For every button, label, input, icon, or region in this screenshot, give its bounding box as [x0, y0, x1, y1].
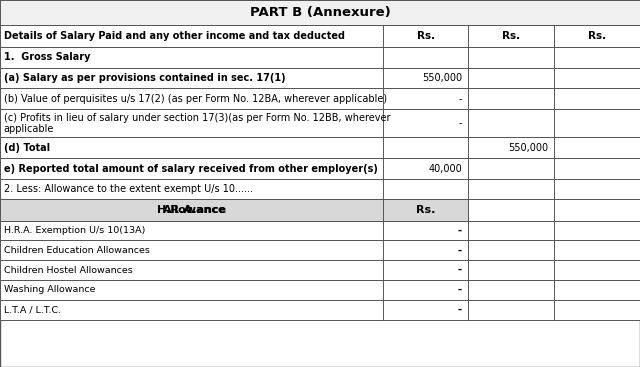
Text: 40,000: 40,000: [428, 164, 462, 174]
Text: Allowance: Allowance: [163, 204, 227, 215]
Text: 2. Less: Allowance to the extent exempt U/s 10......: 2. Less: Allowance to the extent exempt …: [4, 184, 253, 194]
Text: H.R.A. Exemption U/s 10(13A): H.R.A. Exemption U/s 10(13A): [4, 226, 145, 235]
Text: Details of Salary Paid and any other income and tax deducted: Details of Salary Paid and any other inc…: [4, 31, 345, 41]
Text: Rs.: Rs.: [416, 204, 435, 215]
Text: 550,000: 550,000: [508, 143, 548, 153]
Bar: [468, 280, 640, 300]
Bar: [0, 260, 468, 280]
Text: -: -: [459, 94, 462, 104]
Bar: [468, 300, 640, 320]
Bar: [0, 68, 640, 88]
Text: -: -: [458, 225, 462, 236]
Text: Rs.: Rs.: [417, 31, 435, 41]
Text: applicable: applicable: [4, 124, 54, 134]
Bar: [0, 280, 468, 300]
Text: 550,000: 550,000: [422, 73, 462, 83]
Bar: [468, 260, 640, 280]
Bar: [0, 179, 640, 199]
Bar: [0, 240, 468, 260]
Text: Rs.: Rs.: [588, 31, 606, 41]
Text: Washing Allowance: Washing Allowance: [4, 286, 95, 294]
Text: Children Hostel Allowances: Children Hostel Allowances: [4, 266, 132, 275]
Text: (b) Value of perquisites u/s 17(2) (as per Form No. 12BA, wherever applicable): (b) Value of perquisites u/s 17(2) (as p…: [4, 94, 387, 104]
Bar: [0, 109, 640, 137]
Bar: [0, 25, 640, 47]
Text: Children Education Allowances: Children Education Allowances: [4, 246, 150, 255]
Text: -: -: [458, 245, 462, 255]
Bar: [0, 221, 468, 240]
Bar: [0, 158, 640, 179]
Bar: [0, 137, 640, 158]
Text: -: -: [459, 118, 462, 128]
Text: Rs.: Rs.: [502, 31, 520, 41]
Bar: [0, 0, 640, 25]
Text: PART B (Annexure): PART B (Annexure): [250, 6, 390, 19]
Text: 1.  Gross Salary: 1. Gross Salary: [4, 52, 90, 62]
Bar: [0, 300, 468, 320]
Text: H.R.A.ance: H.R.A.ance: [157, 204, 226, 215]
Text: -: -: [458, 265, 462, 275]
Bar: [468, 240, 640, 260]
Text: (a) Salary as per provisions contained in sec. 17(1): (a) Salary as per provisions contained i…: [4, 73, 285, 83]
Text: -: -: [458, 305, 462, 315]
Bar: [468, 221, 640, 240]
Text: -: -: [458, 285, 462, 295]
Bar: [468, 199, 640, 221]
Text: L.T.A / L.T.C.: L.T.A / L.T.C.: [4, 305, 61, 314]
Text: e) Reported total amount of salary received from other employer(s): e) Reported total amount of salary recei…: [4, 164, 378, 174]
Text: (c) Profits in lieu of salary under section 17(3)(as per Form No. 12BB, wherever: (c) Profits in lieu of salary under sect…: [4, 113, 390, 123]
Bar: [0, 47, 640, 68]
Bar: [0, 199, 468, 221]
Text: (d) Total: (d) Total: [4, 143, 50, 153]
Bar: [0, 88, 640, 109]
